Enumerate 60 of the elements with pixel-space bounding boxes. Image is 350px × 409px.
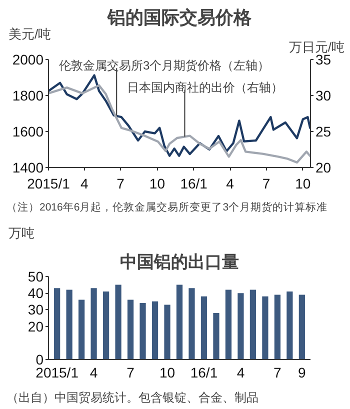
x-tick-label: 4 bbox=[226, 176, 234, 192]
bar bbox=[225, 290, 232, 360]
x-tick-label: 10 bbox=[295, 176, 311, 192]
bar bbox=[140, 303, 146, 360]
bar bbox=[298, 294, 305, 360]
bar bbox=[250, 290, 256, 360]
bar bbox=[188, 288, 195, 360]
text: （出自）中国贸易统计。包含银锭、合金、制品 bbox=[6, 390, 258, 404]
chart-title: 中国铝的出口量 bbox=[120, 252, 239, 272]
y-tick-label: 20 bbox=[28, 318, 44, 334]
x-tick-label: 16/1 bbox=[190, 364, 218, 380]
x-tick-label: 10 bbox=[149, 176, 166, 192]
bar bbox=[90, 288, 97, 360]
x-tick-label: 7 bbox=[126, 364, 135, 380]
y2-tick-label: 25 bbox=[316, 124, 332, 140]
x-tick-label: 7 bbox=[274, 364, 282, 380]
y-axis-title: 万吨 bbox=[8, 226, 34, 240]
bar bbox=[213, 313, 220, 360]
x-tick-label: 7 bbox=[262, 176, 270, 192]
bar bbox=[102, 291, 110, 360]
y2-tick-label: 35 bbox=[316, 52, 332, 68]
bar bbox=[200, 296, 208, 360]
y-tick-label: 1800 bbox=[12, 88, 44, 104]
series-label: 日本国内商社的出价（右轴） bbox=[127, 80, 284, 94]
y-axis-title: 美元/吨 bbox=[8, 26, 52, 42]
bar bbox=[176, 284, 183, 360]
x-tick-label: 4 bbox=[80, 176, 88, 192]
y-tick-label: 1400 bbox=[12, 160, 44, 176]
x-tick-label: 4 bbox=[90, 364, 98, 380]
x-tick-label: 10 bbox=[159, 364, 176, 380]
line-series bbox=[48, 74, 310, 157]
bar bbox=[54, 288, 60, 360]
y-tick-label: 1600 bbox=[12, 124, 44, 140]
bar bbox=[78, 300, 85, 360]
bar bbox=[286, 291, 293, 360]
x-tick-label: 2015/1 bbox=[27, 176, 70, 192]
x-tick-label: 2015/1 bbox=[36, 364, 79, 380]
bar bbox=[238, 293, 244, 360]
y-tick-label: 0 bbox=[36, 352, 44, 368]
bar bbox=[262, 296, 268, 360]
chart-title: 铝的国际交易价格 bbox=[106, 8, 252, 28]
x-tick-label: 16/1 bbox=[180, 176, 208, 192]
text: （注）2016年6月起，伦敦金属交易所变更了3个月期货的计算标准 bbox=[6, 200, 328, 214]
y2-axis-title: 万日元/吨 bbox=[288, 40, 345, 54]
bar bbox=[164, 304, 170, 360]
x-tick-label: 4 bbox=[236, 364, 245, 380]
y-tick-label: 40 bbox=[28, 285, 44, 302]
y2-tick-label: 20 bbox=[316, 160, 332, 176]
bar bbox=[152, 301, 158, 360]
x-tick-label: 7 bbox=[116, 176, 125, 192]
y-tick-label: 30 bbox=[28, 302, 44, 318]
bar bbox=[274, 294, 281, 360]
series-label: 伦敦金属交易所3个月期货价格（左轴） bbox=[58, 58, 270, 72]
bar bbox=[115, 284, 122, 360]
bar bbox=[127, 300, 134, 360]
y-tick-label: 50 bbox=[28, 268, 44, 284]
bar bbox=[66, 290, 72, 360]
y2-tick-label: 30 bbox=[316, 88, 332, 104]
y-tick-label: 2000 bbox=[12, 52, 44, 68]
x-tick-label: 9 bbox=[298, 364, 306, 380]
